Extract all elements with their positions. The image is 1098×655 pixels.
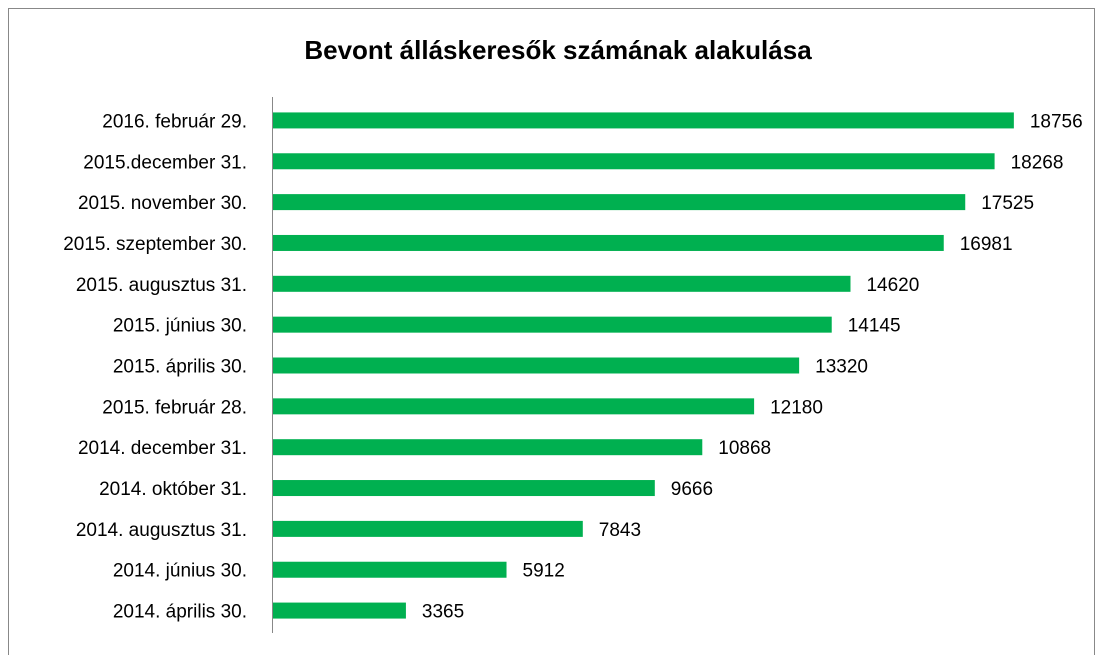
y-tick-label: 2014. április 30. [113, 602, 247, 623]
y-tick-label: 2015. augusztus 31. [76, 275, 247, 296]
bar [273, 520, 583, 537]
bar [273, 561, 507, 578]
y-tick-label: 2014. december 31. [78, 438, 247, 459]
value-label: 18756 [1030, 111, 1083, 132]
bar [273, 357, 800, 374]
y-tick-label: 2014. augusztus 31. [76, 520, 247, 541]
bar [273, 153, 995, 170]
value-label: 16981 [960, 234, 1013, 255]
y-tick-label: 2015. április 30. [113, 357, 247, 378]
value-label: 18268 [1011, 152, 1064, 173]
value-label: 3365 [422, 602, 464, 623]
y-tick-label: 2014. október 31. [99, 479, 247, 500]
bar [273, 112, 1014, 129]
value-label: 14145 [848, 316, 901, 337]
bar [273, 316, 832, 333]
bar [273, 275, 851, 292]
value-label: 12180 [770, 397, 823, 418]
value-label: 5912 [523, 561, 565, 582]
bar [273, 602, 406, 619]
bar [273, 194, 966, 211]
value-label: 9666 [671, 479, 713, 500]
value-label: 7843 [599, 520, 641, 541]
chart-title: Bevont álláskeresők számának alakulása [304, 35, 812, 65]
y-tick-label: 2015. június 30. [113, 316, 247, 337]
y-tick-label: 2015.december 31. [83, 152, 247, 173]
bar [273, 398, 755, 415]
value-label: 10868 [718, 438, 771, 459]
y-tick-label: 2016. február 29. [102, 111, 247, 132]
bar [273, 439, 703, 456]
bar [273, 234, 944, 251]
value-label: 14620 [866, 275, 919, 296]
value-label: 17525 [981, 193, 1034, 214]
y-tick-label: 2015. február 28. [102, 397, 247, 418]
value-label: 13320 [815, 357, 868, 378]
y-tick-label: 2014. június 30. [113, 561, 247, 582]
y-tick-label: 2015. november 30. [78, 193, 247, 214]
y-tick-label: 2015. szeptember 30. [63, 234, 247, 255]
bar [273, 480, 655, 497]
